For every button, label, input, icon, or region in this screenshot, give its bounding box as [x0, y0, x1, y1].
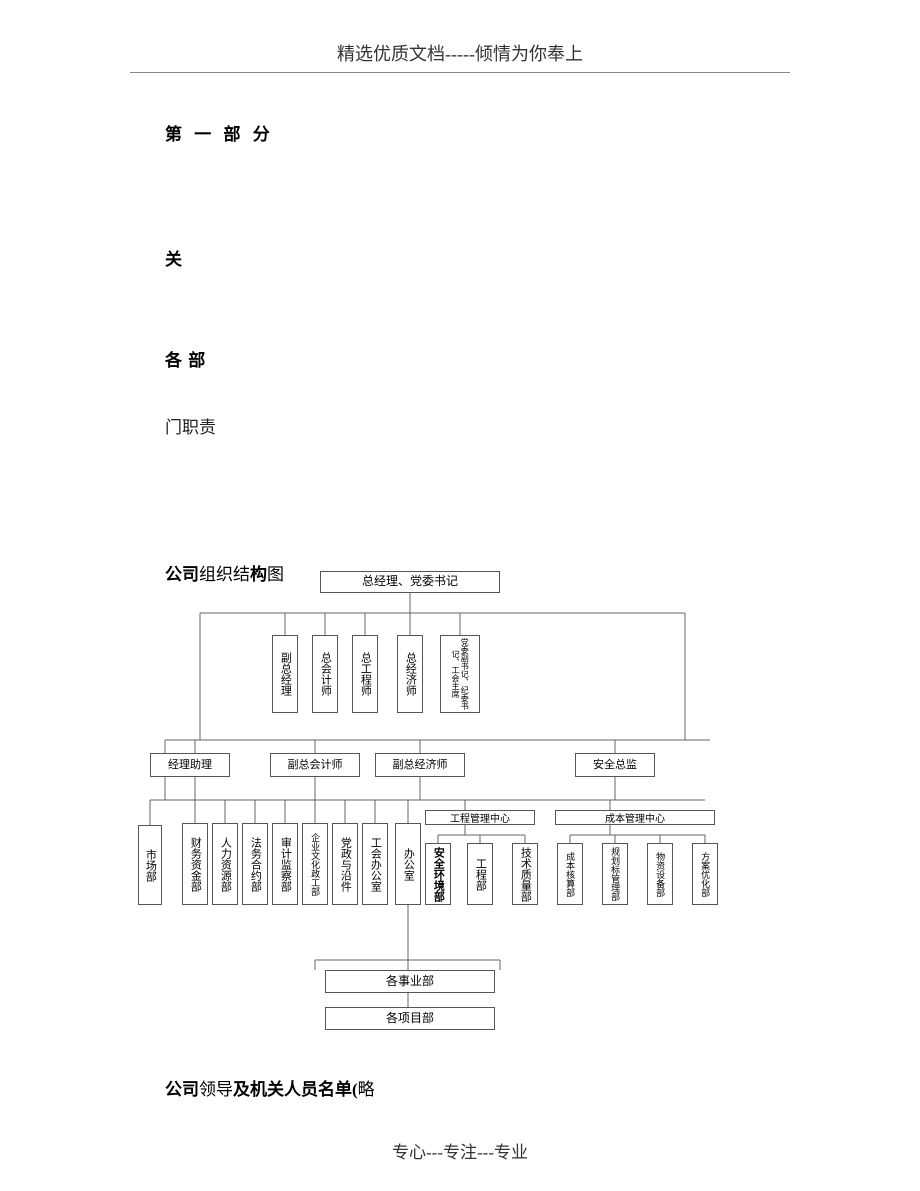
dept-2: 人力资源部 [212, 823, 238, 905]
part-label: 第 一 部 分 [165, 120, 755, 145]
content-area: 第 一 部 分 关 各 部 门职责 公司组织结构图 [165, 120, 755, 603]
leaders-b2: 及机关人员名单( [233, 1080, 358, 1099]
org-l3-1: 副总会计师 [270, 753, 360, 777]
dept-8: 办公室 [395, 823, 421, 905]
dept-3: 法务合约部 [242, 823, 268, 905]
header-rule [130, 72, 790, 73]
page-footer: 专心---专注---专业 [0, 1138, 920, 1163]
dept-12: 成本核算部 [557, 843, 583, 905]
org-l3-2: 副总经济师 [375, 753, 465, 777]
dept-0: 市场部 [138, 825, 162, 905]
dept-header-0: 工程管理中心 [425, 810, 535, 825]
page-header: 精选优质文档-----倾情为你奉上 [0, 40, 920, 66]
line-gebu: 各 部 [165, 346, 755, 371]
org-l2-1: 总会计师 [312, 635, 338, 713]
dept-15: 方案优化部 [692, 843, 718, 905]
org-l2-4: 党委副书记、纪委书记、工会主席 [440, 635, 480, 713]
leaders-l1: 领导 [199, 1080, 233, 1099]
dept-9: 安全环境部 [425, 843, 451, 905]
dept-6: 党政与沿件 [332, 823, 358, 905]
org-l3-0: 经理助理 [150, 753, 230, 777]
leaders-heading: 公司领导及机关人员名单(略 [165, 1075, 375, 1100]
line-menzhi: 门职责 [165, 413, 755, 438]
leaders-l2: 略 [358, 1080, 375, 1099]
org-bottom-0: 各事业部 [325, 970, 495, 993]
dept-header-1: 成本管理中心 [555, 810, 715, 825]
org-l2-2: 总工程师 [352, 635, 378, 713]
org-bottom-1: 各项目部 [325, 1007, 495, 1030]
org-chart: 总经理、党委书记 副总经理 总会计师 总工程师 总经济师 党委副书记、纪委书记、… [130, 565, 760, 1035]
line-guan: 关 [165, 245, 755, 270]
org-l2-0: 副总经理 [272, 635, 298, 713]
leaders-b1: 公司 [165, 1080, 199, 1099]
dept-4: 审计监察部 [272, 823, 298, 905]
dept-10: 工程部 [467, 843, 493, 905]
dept-5: 企业文化政工部 [302, 823, 328, 905]
dept-14: 物资设备部 [647, 843, 673, 905]
org-top: 总经理、党委书记 [320, 571, 500, 593]
dept-1: 财务资金部 [182, 823, 208, 905]
dept-13: 规划标管理部 [602, 843, 628, 905]
org-l3-3: 安全总监 [575, 753, 655, 777]
dept-7: 工会办公室 [362, 823, 388, 905]
dept-11: 技术质量部 [512, 843, 538, 905]
org-l2-3: 总经济师 [397, 635, 423, 713]
